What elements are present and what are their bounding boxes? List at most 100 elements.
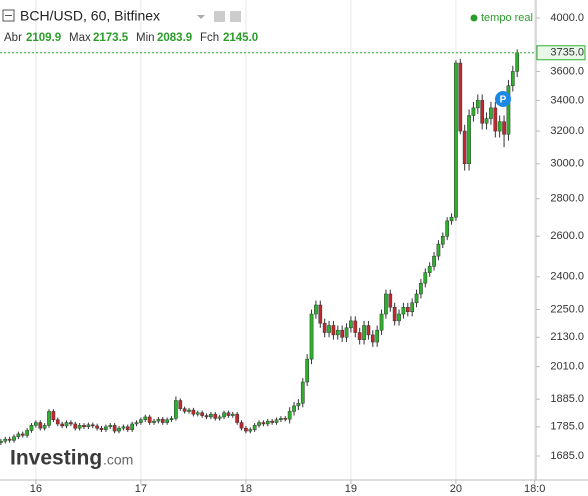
candle-body [0, 440, 3, 443]
candle-body [152, 420, 156, 423]
ohlc-value: 2109.9 [26, 32, 61, 44]
candle-body [379, 313, 384, 331]
candle-body [143, 416, 148, 420]
dropdown-caret[interactable] [197, 15, 205, 19]
status-label: tempo real [481, 12, 533, 24]
candle-body [191, 409, 196, 415]
candle-body [195, 412, 200, 415]
candle-body [279, 418, 283, 420]
candle-body [370, 334, 375, 343]
y-tick-label: 2130.0 [550, 331, 584, 343]
candle-body [265, 420, 270, 425]
candle-body [322, 322, 327, 333]
candle-body [309, 313, 314, 360]
candle-body [489, 107, 493, 119]
collapse-icon[interactable] [2, 9, 15, 22]
candle-body [274, 419, 279, 423]
candle-body [510, 71, 515, 86]
candle-body [99, 427, 104, 430]
x-tick-label: 17 [135, 483, 147, 495]
x-tick-label: 20 [450, 483, 462, 495]
y-tick-label: 3600.0 [550, 65, 584, 77]
candle-body [112, 425, 117, 432]
candle-body [335, 329, 340, 336]
candle-body [445, 220, 450, 237]
candle-body [47, 411, 51, 426]
y-tick-label: 1685.0 [550, 450, 584, 462]
candle-body [147, 416, 152, 423]
status-dot [470, 14, 478, 22]
settings-icon[interactable] [230, 11, 241, 22]
last-price-box [536, 45, 586, 61]
candle-body [257, 422, 261, 426]
candle-body [449, 216, 454, 222]
candle-body [423, 272, 428, 284]
candle-body [209, 413, 213, 418]
candle-body [436, 243, 441, 257]
candle-body [344, 327, 349, 338]
ohlc-value: 2173.5 [93, 32, 129, 44]
candle-body [327, 325, 331, 333]
candle-body [252, 425, 257, 430]
candle-body [427, 266, 432, 273]
y-tick-label: 2400.0 [550, 271, 584, 283]
candle-body [125, 426, 130, 430]
last-price-label: 3735.0 [550, 47, 584, 59]
candle-body [366, 325, 371, 336]
candle-body [248, 429, 253, 432]
candle-body [405, 307, 410, 313]
candle-body [515, 52, 520, 72]
candle-body [471, 107, 476, 116]
ohlc-value: 2145.0 [223, 32, 258, 44]
ohlc-key: Min [136, 32, 155, 44]
y-tick-label: 4000.0 [550, 12, 584, 24]
candle-body [187, 409, 191, 412]
candle-body [134, 422, 139, 425]
candle-body [204, 415, 209, 418]
candle-body [86, 424, 91, 428]
candle-body [38, 422, 43, 429]
candle-body [314, 304, 318, 315]
candle-body [261, 422, 266, 425]
y-tick-label: 2800.0 [550, 193, 584, 205]
marker-label: P [500, 95, 507, 106]
x-tick-label: 16 [30, 483, 42, 495]
candle-body [292, 405, 296, 412]
candles [0, 49, 520, 445]
candle-body [104, 426, 108, 430]
y-tick-label: 1885.0 [550, 393, 584, 405]
settings-icon[interactable] [214, 11, 225, 22]
candle-body [82, 425, 86, 428]
candle-body [226, 412, 231, 416]
candle-body [64, 422, 69, 427]
candle-body [160, 418, 165, 423]
candle-body [230, 413, 235, 416]
candle-body [357, 332, 362, 340]
candle-body [213, 413, 218, 419]
marker-badge[interactable] [495, 91, 511, 107]
watermark-brand: Investing [10, 447, 102, 470]
candle-body [318, 304, 323, 324]
candle-body [69, 422, 73, 425]
y-tick-label: 3400.0 [550, 94, 584, 106]
candle-body [239, 422, 244, 429]
candle-body [7, 438, 12, 441]
candle-body [397, 313, 401, 322]
candle-body [410, 302, 415, 313]
candle-body [95, 425, 99, 429]
candle-body [331, 325, 336, 336]
candle-body [375, 329, 380, 343]
candle-body [55, 419, 60, 425]
candle-body [305, 358, 310, 383]
ohlc-key: Abr [4, 32, 22, 44]
candle-body [270, 420, 275, 423]
candle-body [182, 408, 187, 412]
candle-body [222, 412, 226, 418]
ohlc-key: Fch [200, 32, 219, 44]
candle-body [12, 436, 16, 441]
watermark-suffix: .com [103, 452, 133, 468]
y-tick-label: 2010.0 [550, 361, 584, 373]
candle-body [108, 425, 113, 428]
